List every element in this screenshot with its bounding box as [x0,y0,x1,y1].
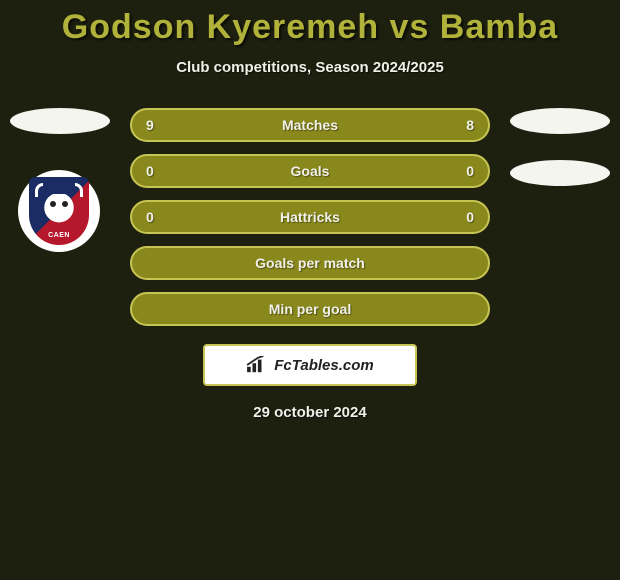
infographic-content: Godson Kyeremeh vs Bamba Club competitio… [0,0,620,421]
season-subtitle: Club competitions, Season 2024/2025 [0,59,620,76]
crest-text: CAEN [29,232,89,239]
player-photo-right-placeholder [510,108,610,134]
stat-label: Hattricks [280,209,340,225]
stat-row-goals-per-match: Goals per match [130,246,490,280]
stat-right-value: 8 [466,117,474,133]
brand-badge: FcTables.com [203,344,417,386]
stat-row-goals: 0 Goals 0 [130,154,490,188]
crest-skull-icon [42,194,76,228]
stat-row-matches: 9 Matches 8 [130,108,490,142]
stat-row-hattricks: 0 Hattricks 0 [130,200,490,234]
stat-row-min-per-goal: Min per goal [130,292,490,326]
stat-label: Goals per match [255,255,365,271]
generated-date: 29 october 2024 [0,404,620,421]
stat-left-value: 9 [146,117,154,133]
club-crest-right-placeholder [510,160,610,186]
comparison-title: Godson Kyeremeh vs Bamba [0,8,620,47]
stat-rows: 9 Matches 8 0 Goals 0 0 Hattricks 0 Goal… [130,108,490,326]
stats-area: CAEN 9 Matches 8 0 Goals 0 0 Hattricks 0… [0,108,620,421]
stat-right-value: 0 [466,209,474,225]
stat-left-value: 0 [146,209,154,225]
stat-label: Min per goal [269,301,351,317]
crest-badge: CAEN [29,177,89,245]
stat-label: Goals [291,163,330,179]
stat-left-value: 0 [146,163,154,179]
bar-chart-icon [246,356,268,374]
stat-right-value: 0 [466,163,474,179]
club-crest-left: CAEN [18,170,100,252]
brand-text: FcTables.com [274,357,373,374]
player-photo-left-placeholder [10,108,110,134]
stat-label: Matches [282,117,338,133]
